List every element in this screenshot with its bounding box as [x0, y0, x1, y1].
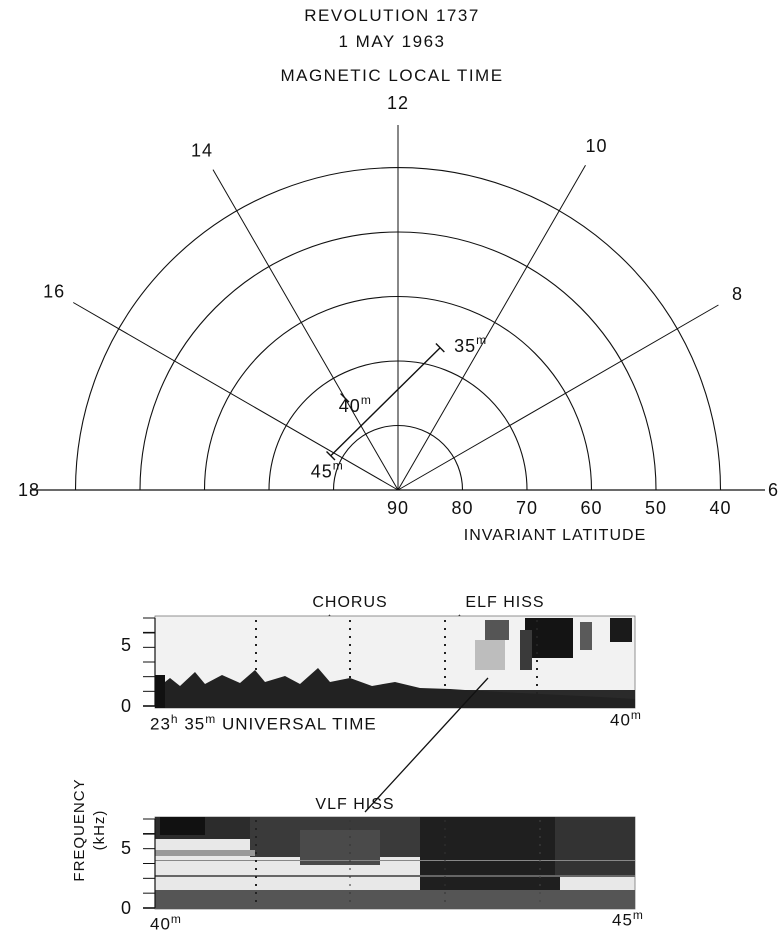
- vlf-connector-line: [364, 677, 489, 813]
- time-spoke-16: [72, 302, 399, 491]
- invariant-latitude-label: INVARIANT LATITUDE: [464, 527, 646, 544]
- top-y-tick-label-0: 0: [121, 696, 132, 716]
- latitude-label-40: 40: [709, 498, 731, 518]
- top-x-start-label: 23h 35m UNIVERSAL TIME: [150, 712, 377, 735]
- top-x-start-minute: 35: [184, 714, 206, 734]
- top-x-start-hour: 23: [150, 714, 171, 734]
- hour-label-18: 18: [18, 480, 40, 500]
- track-tick-40: [340, 393, 350, 403]
- hour-label-12: 12: [387, 93, 409, 113]
- bottom-x-end-label: 45m: [612, 908, 644, 931]
- latitude-tick-labels: 90 80 70 60 50 40: [387, 498, 731, 518]
- satellite-track: 35m 40m 45m: [311, 333, 487, 482]
- bottom-x-start-unit: m: [170, 912, 182, 926]
- bottom-y-tick-label-5: 5: [121, 838, 132, 858]
- time-spoke-8: [397, 304, 719, 491]
- track-line: [330, 347, 441, 457]
- latitude-label-60: 60: [580, 498, 602, 518]
- vlf-connector: [364, 677, 489, 813]
- track-tick-35: [435, 342, 445, 353]
- top-x-end-value: 40: [610, 710, 631, 730]
- bottom-x-end-unit: m: [632, 908, 644, 922]
- bottom-x-start-label: 40m: [150, 912, 182, 935]
- latitude-label-50: 50: [645, 498, 667, 518]
- hour-label-10: 10: [585, 136, 607, 156]
- latitude-label-70: 70: [516, 498, 538, 518]
- spectrogram-top-image: [154, 615, 636, 709]
- bottom-x-start-value: 40: [150, 914, 171, 934]
- spectrogram-bottom-image: [154, 816, 636, 910]
- elf-hiss-annotation: ELF HISS: [465, 594, 544, 611]
- latitude-label-80: 80: [451, 498, 473, 518]
- hour-label-6: 6: [768, 480, 779, 500]
- hour-labels: 6 8 10 12 14 16 18: [18, 93, 779, 500]
- hour-label-16: 16: [43, 282, 65, 302]
- latitude-label-90: 90: [387, 498, 409, 518]
- top-x-end-unit: m: [630, 708, 642, 722]
- polar-plot: 6 8 10 12 14 16 18 90 80 70 60 50 40 35m 40m 45m INVA…: [18, 93, 779, 544]
- top-x-start-minute-unit: m: [205, 712, 217, 726]
- figure-title-revolution: REVOLUTION 1737: [304, 6, 480, 25]
- track-label-unit: m: [333, 459, 344, 473]
- track-label-35: 35m: [454, 333, 487, 356]
- track-label-45: 45m: [311, 459, 344, 482]
- track-label-unit: m: [361, 393, 372, 407]
- track-label-40: 40m: [339, 393, 372, 416]
- time-spokes: [72, 125, 719, 491]
- universal-time-label: UNIVERSAL TIME: [222, 714, 377, 734]
- top-x-end-label: 40m: [610, 708, 642, 731]
- spectrogram-bottom-panel: VLF HISS 5 0: [121, 796, 636, 918]
- track-label-unit: m: [476, 333, 487, 347]
- spectrogram-top-y-ticks: [143, 617, 156, 707]
- hour-label-8: 8: [732, 284, 743, 304]
- time-spoke-10: [397, 164, 586, 491]
- chorus-annotation: CHORUS: [312, 594, 387, 611]
- track-tick-45: [326, 450, 336, 461]
- hour-label-14: 14: [191, 141, 213, 161]
- spectrogram-bottom-y-ticks: [143, 818, 156, 909]
- bottom-y-tick-label-0: 0: [121, 898, 132, 918]
- spectrogram-top-panel: CHORUS ELF HISS 5 0: [121, 594, 636, 716]
- figure-title-date: 1 MAY 1963: [338, 32, 446, 51]
- figure-title-mlt: MAGNETIC LOCAL TIME: [280, 66, 504, 85]
- vlf-hiss-annotation: VLF HISS: [315, 796, 394, 813]
- top-x-start-hour-unit: h: [170, 712, 179, 726]
- top-y-tick-label-5: 5: [121, 635, 132, 655]
- time-spoke-14: [212, 169, 399, 491]
- bottom-x-end-value: 45: [612, 910, 633, 930]
